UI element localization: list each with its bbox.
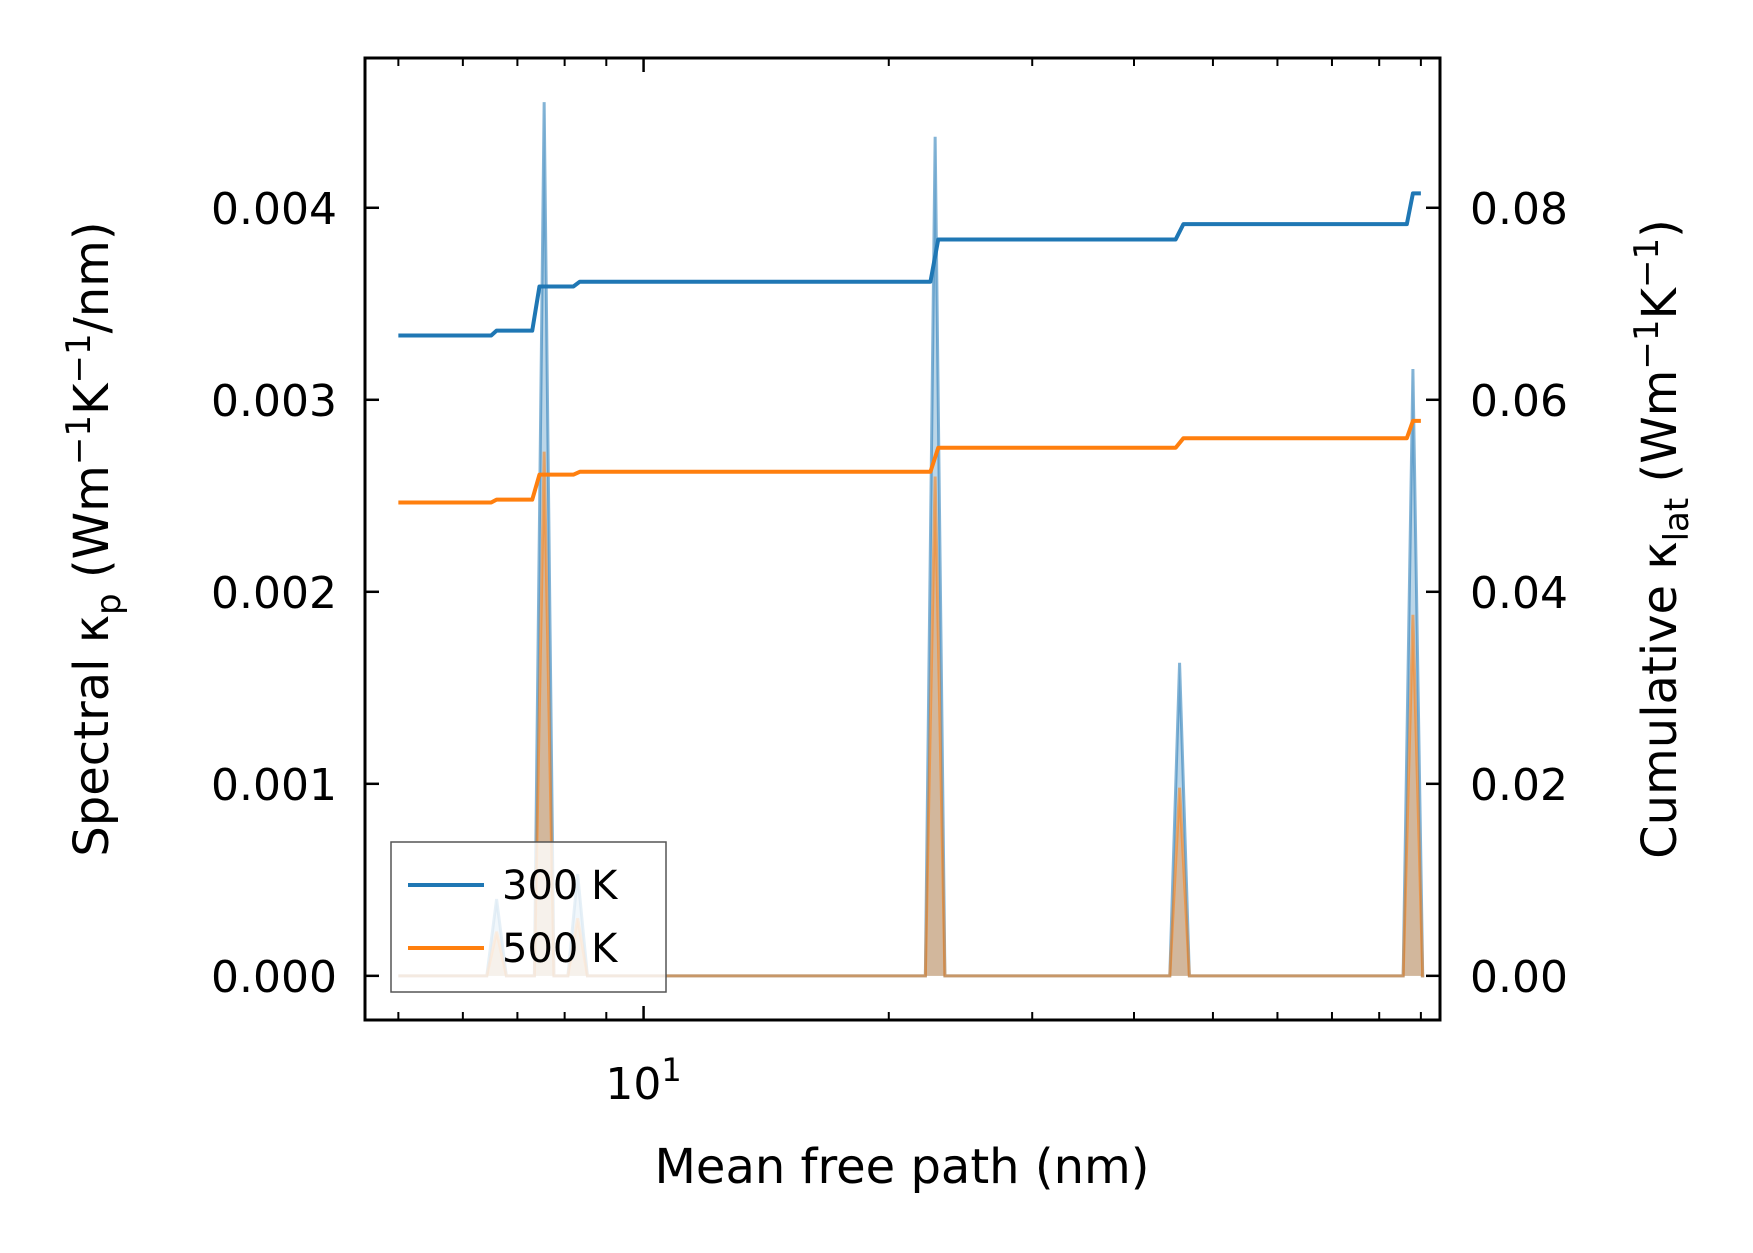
- legend-label-300k: 300 K: [502, 863, 619, 909]
- right-y-tick-label: 0.04: [1470, 568, 1568, 619]
- right-y-tick-label: 0.06: [1470, 376, 1568, 427]
- left-y-tick-label: 0.001: [211, 760, 337, 811]
- cumulative-layer: [398, 191, 1421, 505]
- left-y-tick-label: 0.004: [211, 184, 337, 235]
- right-y-tick-label: 0.00: [1470, 952, 1568, 1003]
- legend-label-500k: 500 K: [502, 926, 619, 972]
- left-y-tick-label: 0.000: [211, 952, 337, 1003]
- legend-box: [390, 841, 667, 993]
- left-y-tick-label: 0.002: [211, 568, 337, 619]
- right-y-tick-label: 0.02: [1470, 760, 1568, 811]
- left-y-tick-label: 0.003: [211, 376, 337, 427]
- legend: 300 K 500 K: [390, 841, 667, 993]
- left-y-axis-title: Spectral κp (Wm−1K−1/nm): [59, 221, 129, 856]
- right-y-tick-label: 0.08: [1470, 184, 1568, 235]
- plot-frame: [363, 56, 1442, 1022]
- cumulative-line-300k: [398, 191, 1421, 338]
- cumulative-line-500k: [398, 418, 1421, 505]
- x-axis-title: Mean free path (nm): [655, 1139, 1150, 1195]
- ticks-layer: 0.000 0.001 0.002 0.003 0.004 0.00 0.02 0.04 0.0…: [211, 58, 1568, 1110]
